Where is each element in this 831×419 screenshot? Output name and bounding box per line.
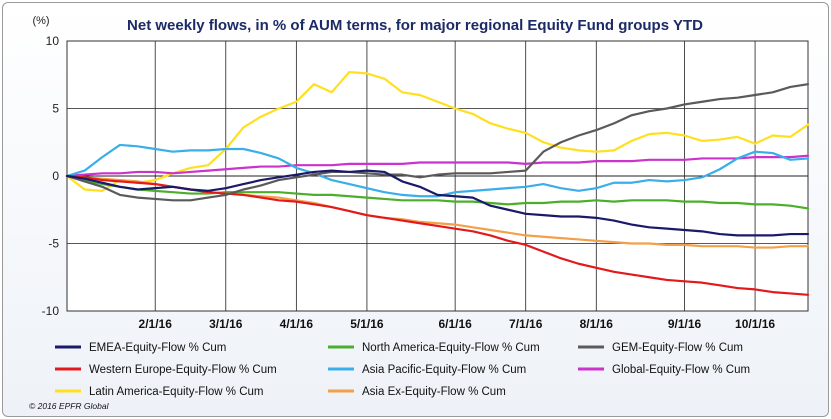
legend-label: GEM-Equity-Flow % Cum <box>612 342 743 354</box>
chart-title: Net weekly flows, in % of AUM terms, for… <box>127 17 703 34</box>
y-tick-label: 0 <box>52 169 59 183</box>
legend-item: Western Europe-Equity-Flow % Cum <box>55 364 277 376</box>
y-axis-ticks: 10 5 0 -5 -10 <box>42 34 60 318</box>
y-tick-label: 10 <box>46 34 60 48</box>
copyright-note: © 2016 EPFR Global <box>29 401 110 411</box>
x-axis-ticks: 2/1/16 3/1/16 4/1/16 5/1/16 6/1/16 7/1/16 8/1/… <box>139 317 776 331</box>
series-line-emea-equity-flow-cum <box>65 169 810 237</box>
x-tick-label: 3/1/16 <box>209 317 243 331</box>
legend-item: Asia Pacific-Equity-Flow % Cum <box>328 364 526 376</box>
x-tick-label: 5/1/16 <box>350 317 384 331</box>
legend-label: North America-Equity-Flow % Cum <box>362 342 540 354</box>
x-tick-label: 2/1/16 <box>139 317 173 331</box>
legend-label: Asia Ex-Equity-Flow % Cum <box>362 386 506 398</box>
x-tick-label: 4/1/16 <box>280 317 314 331</box>
x-tick-label: 8/1/16 <box>580 317 614 331</box>
legend-label: Western Europe-Equity-Flow % Cum <box>89 364 277 376</box>
legend-item: Latin America-Equity-Flow % Cum <box>55 386 263 398</box>
x-tick-label: 6/1/16 <box>438 317 472 331</box>
y-tick-label: 5 <box>52 102 59 116</box>
legend-label: Latin America-Equity-Flow % Cum <box>89 386 263 398</box>
legend-label: EMEA-Equity-Flow % Cum <box>89 342 226 354</box>
legend-item: EMEA-Equity-Flow % Cum <box>55 342 226 354</box>
series-line-global-equity-flow-cum <box>65 154 810 178</box>
x-tick-label: 7/1/16 <box>509 317 543 331</box>
x-tick-label: 9/1/16 <box>668 317 702 331</box>
legend: EMEA-Equity-Flow % Cum North America-Equi… <box>55 342 750 398</box>
y-tick-label: -10 <box>42 304 60 318</box>
y-axis-unit-label: (%) <box>32 15 49 27</box>
gridlines <box>67 41 808 311</box>
series-line-latin-america-equity-flow-cum <box>65 70 810 192</box>
series-line-gem-equity-flow-cum <box>65 83 810 202</box>
legend-item: Global-Equity-Flow % Cum <box>578 364 750 376</box>
series-line-north-america-equity-flow-cum <box>65 174 810 210</box>
legend-label: Global-Equity-Flow % Cum <box>612 364 750 376</box>
line-chart: Net weekly flows, in % of AUM terms, for… <box>29 15 810 411</box>
series-line-asia-pacific-equity-flow-cum <box>65 143 810 198</box>
legend-label: Asia Pacific-Equity-Flow % Cum <box>362 364 526 376</box>
series-lines <box>65 70 810 296</box>
legend-item: GEM-Equity-Flow % Cum <box>578 342 743 354</box>
legend-item: Asia Ex-Equity-Flow % Cum <box>328 386 506 398</box>
x-tick-label: 10/1/16 <box>735 317 775 331</box>
y-tick-label: -5 <box>48 237 59 251</box>
legend-item: North America-Equity-Flow % Cum <box>328 342 540 354</box>
